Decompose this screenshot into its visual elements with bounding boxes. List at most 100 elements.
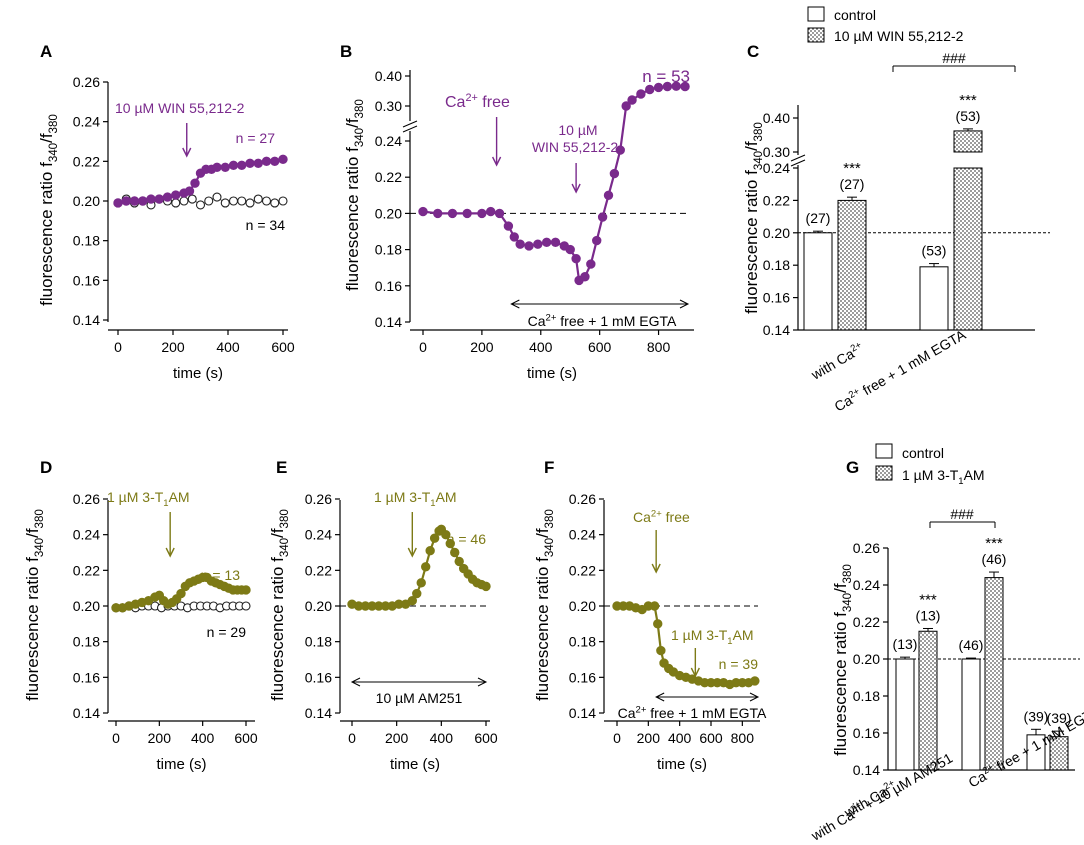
text-span: 0.14 [569, 705, 596, 721]
text-span: 380 [279, 509, 291, 528]
data-point [228, 196, 239, 206]
text-span: 1 µM 3-T [374, 489, 431, 505]
y-axis-label: fluorescence ratio f340​/f380​ [831, 564, 854, 756]
text-span: 600 [271, 339, 295, 355]
bar [918, 630, 938, 771]
panel-letter: B [340, 42, 352, 61]
text-span: 380 [842, 564, 854, 583]
y-tick-label: 0.14 [73, 312, 100, 328]
text-span: 0.20 [73, 193, 100, 209]
text-span: 0.22 [375, 169, 402, 185]
data-point [195, 200, 206, 210]
series-label: n = 46 [447, 531, 487, 547]
data-point [429, 533, 440, 543]
y-axis-label: fluorescence ratio f340​/f380​ [742, 122, 765, 314]
bar [895, 658, 915, 771]
text-span: 380 [48, 114, 60, 133]
text-span: fluorescence ratio f [268, 557, 287, 701]
x-axis-label: time (s) [173, 365, 223, 382]
n-label: (27) [806, 210, 831, 226]
y-tick-label: 0.20 [569, 598, 596, 614]
data-point [241, 585, 251, 595]
text-span: 0.40 [763, 110, 790, 126]
axis-break-mark [402, 125, 418, 133]
y-tick-label: 0.16 [73, 272, 100, 288]
text-span: time (s) [657, 756, 707, 773]
data-point [237, 196, 247, 206]
text-span: AM [733, 627, 754, 643]
panel-letter: E [276, 458, 287, 477]
y-tick-label: 0.16 [73, 669, 100, 685]
text-span: /f [742, 141, 761, 151]
y-tick-label: 0.16 [569, 669, 596, 685]
text-span: 0.18 [569, 634, 596, 650]
text-span: 0.22 [73, 153, 100, 169]
x-tick-label: 0 [112, 730, 120, 746]
significance-label: *** [959, 92, 977, 109]
data-point [462, 208, 472, 219]
panel-letter: C [747, 42, 759, 61]
text-span: 340 [354, 128, 366, 147]
text-span: 800 [731, 730, 755, 746]
text-span: 380 [753, 122, 765, 141]
text-span: control [902, 445, 944, 461]
data-point [509, 232, 519, 242]
text-span: G [846, 458, 859, 477]
text-span: free + 1 mM EGTA [556, 313, 677, 329]
text-span: *** [959, 92, 977, 109]
data-point [138, 196, 148, 206]
x-axis-label: time (s) [657, 756, 707, 773]
series-label: n = 27 [236, 130, 276, 146]
condition-bracket-right-head [679, 299, 690, 309]
text-span: fluorescence ratio f [343, 147, 362, 291]
y-tick-label: 0.22 [305, 562, 332, 578]
n-label: (53) [922, 243, 947, 259]
text-span: 340 [753, 151, 765, 170]
series-label: n = 53 [642, 67, 690, 86]
data-point [245, 198, 255, 208]
condition-label: Ca2+​ free + 1 mM EGTA [618, 705, 767, 721]
bar [803, 232, 833, 331]
series-label: n = 34 [246, 217, 286, 233]
y-tick-label: 0.24 [763, 160, 790, 176]
data-point [171, 198, 181, 208]
annotation-label: WIN 55,212-2 [532, 139, 619, 155]
data-point [416, 578, 426, 588]
y-tick-label: 0.26 [73, 74, 100, 90]
text-span: 0.22 [853, 614, 880, 630]
text-span: 200 [470, 339, 494, 355]
text-span: 0.16 [73, 272, 100, 288]
data-point [615, 145, 625, 155]
text-span: 400 [191, 730, 215, 746]
text-span: 600 [234, 730, 258, 746]
x-tick-label: 800 [647, 339, 671, 355]
y-axis-label: fluorescence ratio f340​/f380​ [268, 509, 291, 701]
panel-letter: G [846, 458, 859, 477]
n-label: (39) [1047, 710, 1072, 726]
y-tick-label: 0.24 [305, 527, 332, 543]
text-span: 0.30 [375, 98, 402, 114]
text-span: 0 [613, 730, 621, 746]
text-span: 0.24 [375, 133, 402, 149]
n-label: (46) [982, 551, 1007, 567]
text-span: 10 µM WIN 55,212-2 [115, 100, 245, 116]
text-span: 0.26 [569, 491, 596, 507]
panel-letter: F [544, 458, 554, 477]
legend-label: 10 µM WIN 55,212-2 [834, 28, 964, 44]
data-point [261, 196, 272, 206]
x-tick-label: 400 [216, 339, 240, 355]
y-tick-label: 0.24 [375, 133, 402, 149]
text-span: 2+ [847, 386, 862, 401]
text-span: /f [37, 133, 56, 143]
text-span: 0.40 [375, 68, 402, 84]
x-tick-label: 400 [191, 730, 215, 746]
data-point [412, 588, 422, 599]
data-point [609, 168, 620, 179]
text-span: 0.24 [73, 527, 100, 543]
data-point [750, 676, 760, 686]
data-point [171, 190, 181, 200]
data-point [481, 581, 491, 592]
annotation-label: 1 µM 3-T1​AM [671, 627, 754, 647]
text-span: 0.18 [375, 242, 402, 258]
